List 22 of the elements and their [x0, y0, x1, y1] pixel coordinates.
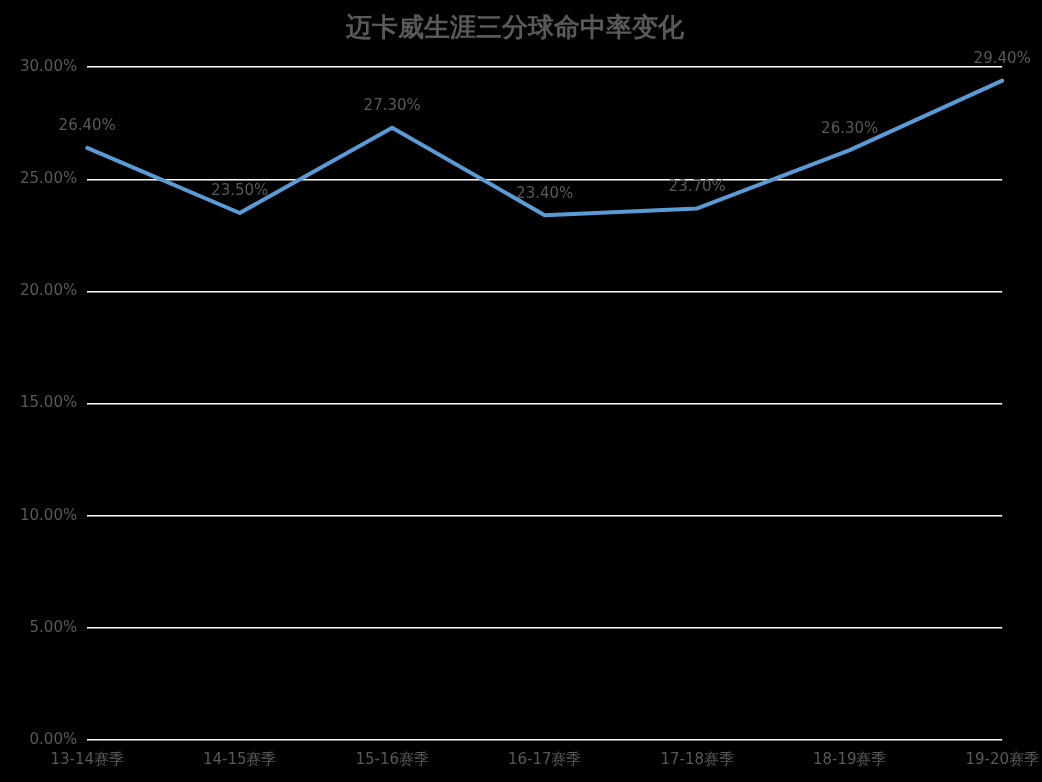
y-tick-label: 5.00%	[29, 617, 78, 636]
y-tick-label: 10.00%	[19, 505, 78, 524]
x-tick-label: 13-14赛季	[50, 749, 124, 768]
x-tick-label: 17-18赛季	[660, 749, 734, 768]
x-tick-label: 14-15赛季	[202, 749, 277, 768]
x-tick-label: 18-19赛季	[812, 749, 887, 768]
x-tick-label: 15-16赛季	[355, 749, 429, 768]
x-tick-label: 19-20赛季	[965, 749, 1039, 768]
y-tick-label: 15.00%	[19, 393, 78, 412]
data-label: 23.70%	[668, 176, 726, 195]
y-tick-label: 30.00%	[19, 57, 78, 76]
data-label: 29.40%	[973, 49, 1031, 68]
y-tick-label: 20.00%	[19, 281, 78, 300]
data-label: 26.30%	[821, 118, 879, 137]
data-label: 26.40%	[58, 116, 116, 135]
chart-title: 迈卡威生涯三分球命中率变化	[345, 12, 685, 43]
y-tick-label: 0.00%	[29, 729, 78, 748]
data-label: 23.40%	[516, 183, 574, 202]
x-tick-label: 16-17赛季	[507, 749, 582, 768]
data-label: 27.30%	[363, 96, 421, 115]
data-label: 23.50%	[211, 181, 269, 200]
y-tick-label: 25.00%	[19, 169, 78, 188]
